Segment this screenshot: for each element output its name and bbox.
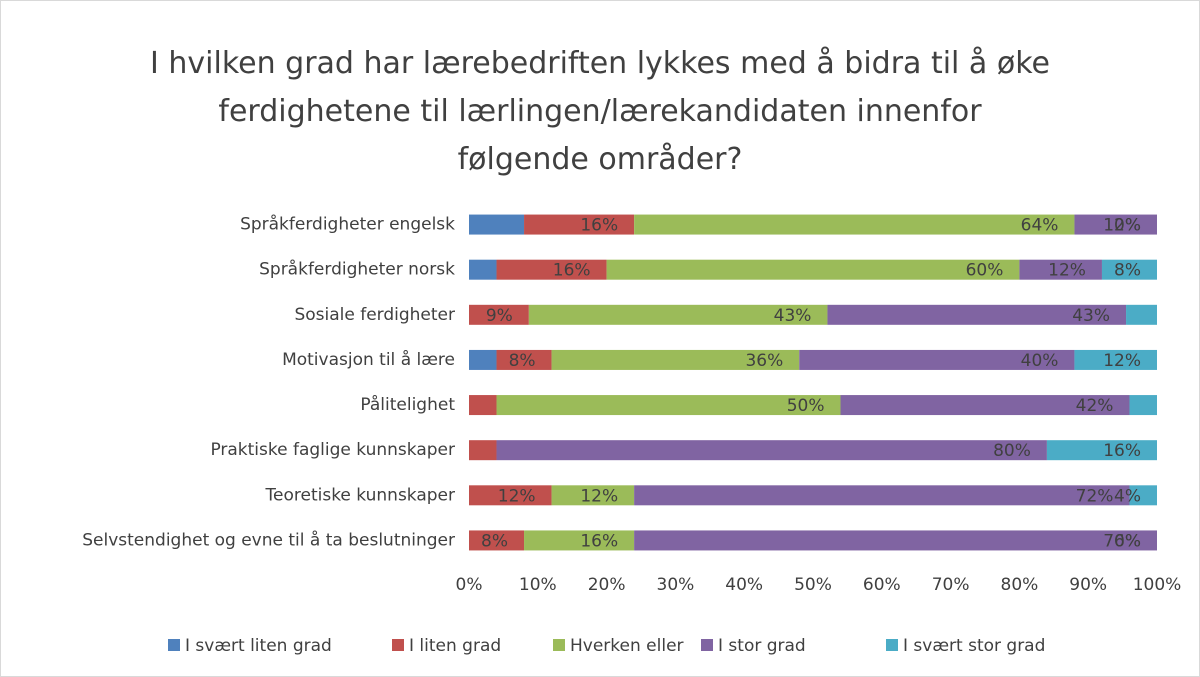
bar-segment [496, 395, 841, 416]
data-label: 9% [486, 306, 513, 326]
bar-segment [1101, 259, 1157, 280]
chart-title: I hvilken grad har lærebedriften lykkes … [150, 46, 1050, 177]
bar-segment [840, 395, 1130, 416]
data-label: 43% [1072, 306, 1110, 326]
bar-segment [469, 530, 525, 551]
data-label: 16% [1103, 441, 1141, 461]
bar-segment [524, 214, 635, 235]
legend-label: Hverken eller [570, 636, 684, 656]
legend-swatch [886, 639, 898, 651]
legend-swatch [392, 639, 404, 651]
data-label: 0% [1114, 216, 1141, 236]
data-label: 4% [1114, 486, 1141, 506]
legend-swatch [553, 639, 565, 651]
bar-segment [496, 349, 552, 370]
bar-segment [469, 349, 497, 370]
y-tick-label: Motivasjon til å lære [282, 349, 455, 370]
data-label: 16% [580, 531, 618, 551]
legend-label: I liten grad [409, 636, 501, 656]
bar-segment [524, 530, 635, 551]
x-tick-label: 70% [932, 575, 970, 595]
data-label: 8% [1114, 261, 1141, 281]
bar-segment [469, 440, 497, 461]
bar-segment [551, 349, 800, 370]
legend-swatch [168, 639, 180, 651]
bar-segment [496, 259, 607, 280]
bar-segment [1074, 214, 1157, 235]
x-tick-label: 20% [588, 575, 626, 595]
bar-segment [1019, 259, 1102, 280]
data-label: 60% [966, 261, 1004, 281]
data-label: 43% [774, 306, 812, 326]
bar-segment [634, 214, 1075, 235]
bar-segment [799, 349, 1075, 370]
bar-segment [469, 259, 497, 280]
y-tick-label: Sosiale ferdigheter [294, 305, 455, 325]
data-label: 8% [481, 531, 508, 551]
legend-label: I stor grad [718, 636, 806, 656]
y-tick-label: Pålitelighet [360, 394, 455, 415]
data-label: 64% [1021, 216, 1059, 236]
y-tick-label: Språkferdigheter norsk [259, 259, 455, 280]
data-label: 42% [1076, 396, 1114, 416]
x-tick-label: 100% [1133, 575, 1182, 595]
bar-segment [827, 304, 1127, 325]
x-tick-label: 50% [794, 575, 832, 595]
data-label: 50% [787, 396, 825, 416]
x-tick-label: 40% [725, 575, 763, 595]
bar-segment [634, 530, 1157, 551]
data-label: 16% [580, 216, 618, 236]
bar-segment [469, 304, 529, 325]
bar-segment [1046, 440, 1157, 461]
data-label: 12% [1103, 351, 1141, 371]
x-tick-label: 10% [519, 575, 557, 595]
y-tick-label: Selvstendighet og evne til å ta beslutni… [82, 529, 455, 550]
data-label: 80% [993, 441, 1031, 461]
bar-segment [634, 485, 1130, 506]
data-label: 12% [1103, 216, 1141, 236]
data-label: 12% [498, 486, 536, 506]
data-label: 36% [745, 351, 783, 371]
legend-swatch [701, 639, 713, 651]
x-tick-label: 60% [863, 575, 901, 595]
bar-segment [528, 304, 828, 325]
x-tick-label: 0% [456, 575, 483, 595]
bar-segment [1129, 485, 1157, 506]
bar-segment [1126, 304, 1157, 325]
data-label: 40% [1021, 351, 1059, 371]
legend-label: I svært liten grad [185, 636, 332, 656]
data-label: 8% [509, 351, 536, 371]
y-tick-label: Praktiske faglige kunnskaper [210, 440, 455, 460]
data-label: 0% [1114, 531, 1141, 551]
y-tick-label: Teoretiske kunnskaper [265, 485, 455, 505]
data-label: 76% [1103, 531, 1141, 551]
data-label: 12% [580, 486, 618, 506]
x-tick-label: 30% [657, 575, 695, 595]
data-label: 16% [553, 261, 591, 281]
y-tick-label: Språkferdigheter engelsk [240, 214, 455, 235]
bar-segment [1129, 395, 1157, 416]
data-label: 12% [1048, 261, 1086, 281]
x-tick-label: 90% [1069, 575, 1107, 595]
data-label: 72% [1076, 486, 1114, 506]
bar-segment [496, 440, 1047, 461]
legend-label: I svært stor grad [903, 636, 1045, 656]
bar-segment [606, 259, 1020, 280]
bar-segment [551, 485, 635, 506]
bar-segment [469, 395, 497, 416]
bar-segment [469, 485, 552, 506]
x-tick-label: 80% [1001, 575, 1039, 595]
bar-segment [1074, 349, 1157, 370]
bar-segment [469, 214, 525, 235]
